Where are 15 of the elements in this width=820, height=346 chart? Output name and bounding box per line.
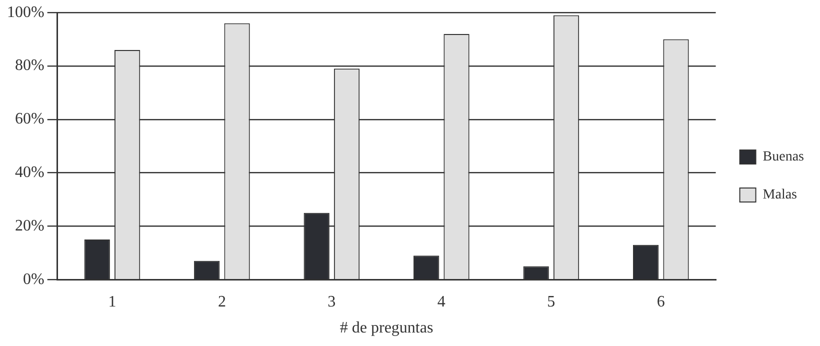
x-axis-title: # de preguntas	[340, 320, 434, 337]
y-tick-label: 60%	[15, 110, 44, 128]
y-tick-label: 40%	[15, 164, 44, 182]
legend-label: Malas	[762, 188, 798, 203]
y-tick-label: 100%	[7, 4, 44, 21]
x-tick-label: 6	[656, 293, 665, 310]
y-tick-label: 20%	[15, 217, 44, 234]
x-tick-label: 3	[328, 293, 336, 310]
x-tick-label: 4	[437, 293, 446, 310]
y-tick-label: 80%	[15, 57, 44, 74]
legend-label: Buenas	[762, 150, 804, 165]
x-tick-label: 5	[547, 293, 556, 310]
x-tick-label: 1	[108, 293, 116, 310]
x-tick-label: 2	[218, 293, 226, 310]
y-tick-label: 0%	[23, 270, 44, 288]
